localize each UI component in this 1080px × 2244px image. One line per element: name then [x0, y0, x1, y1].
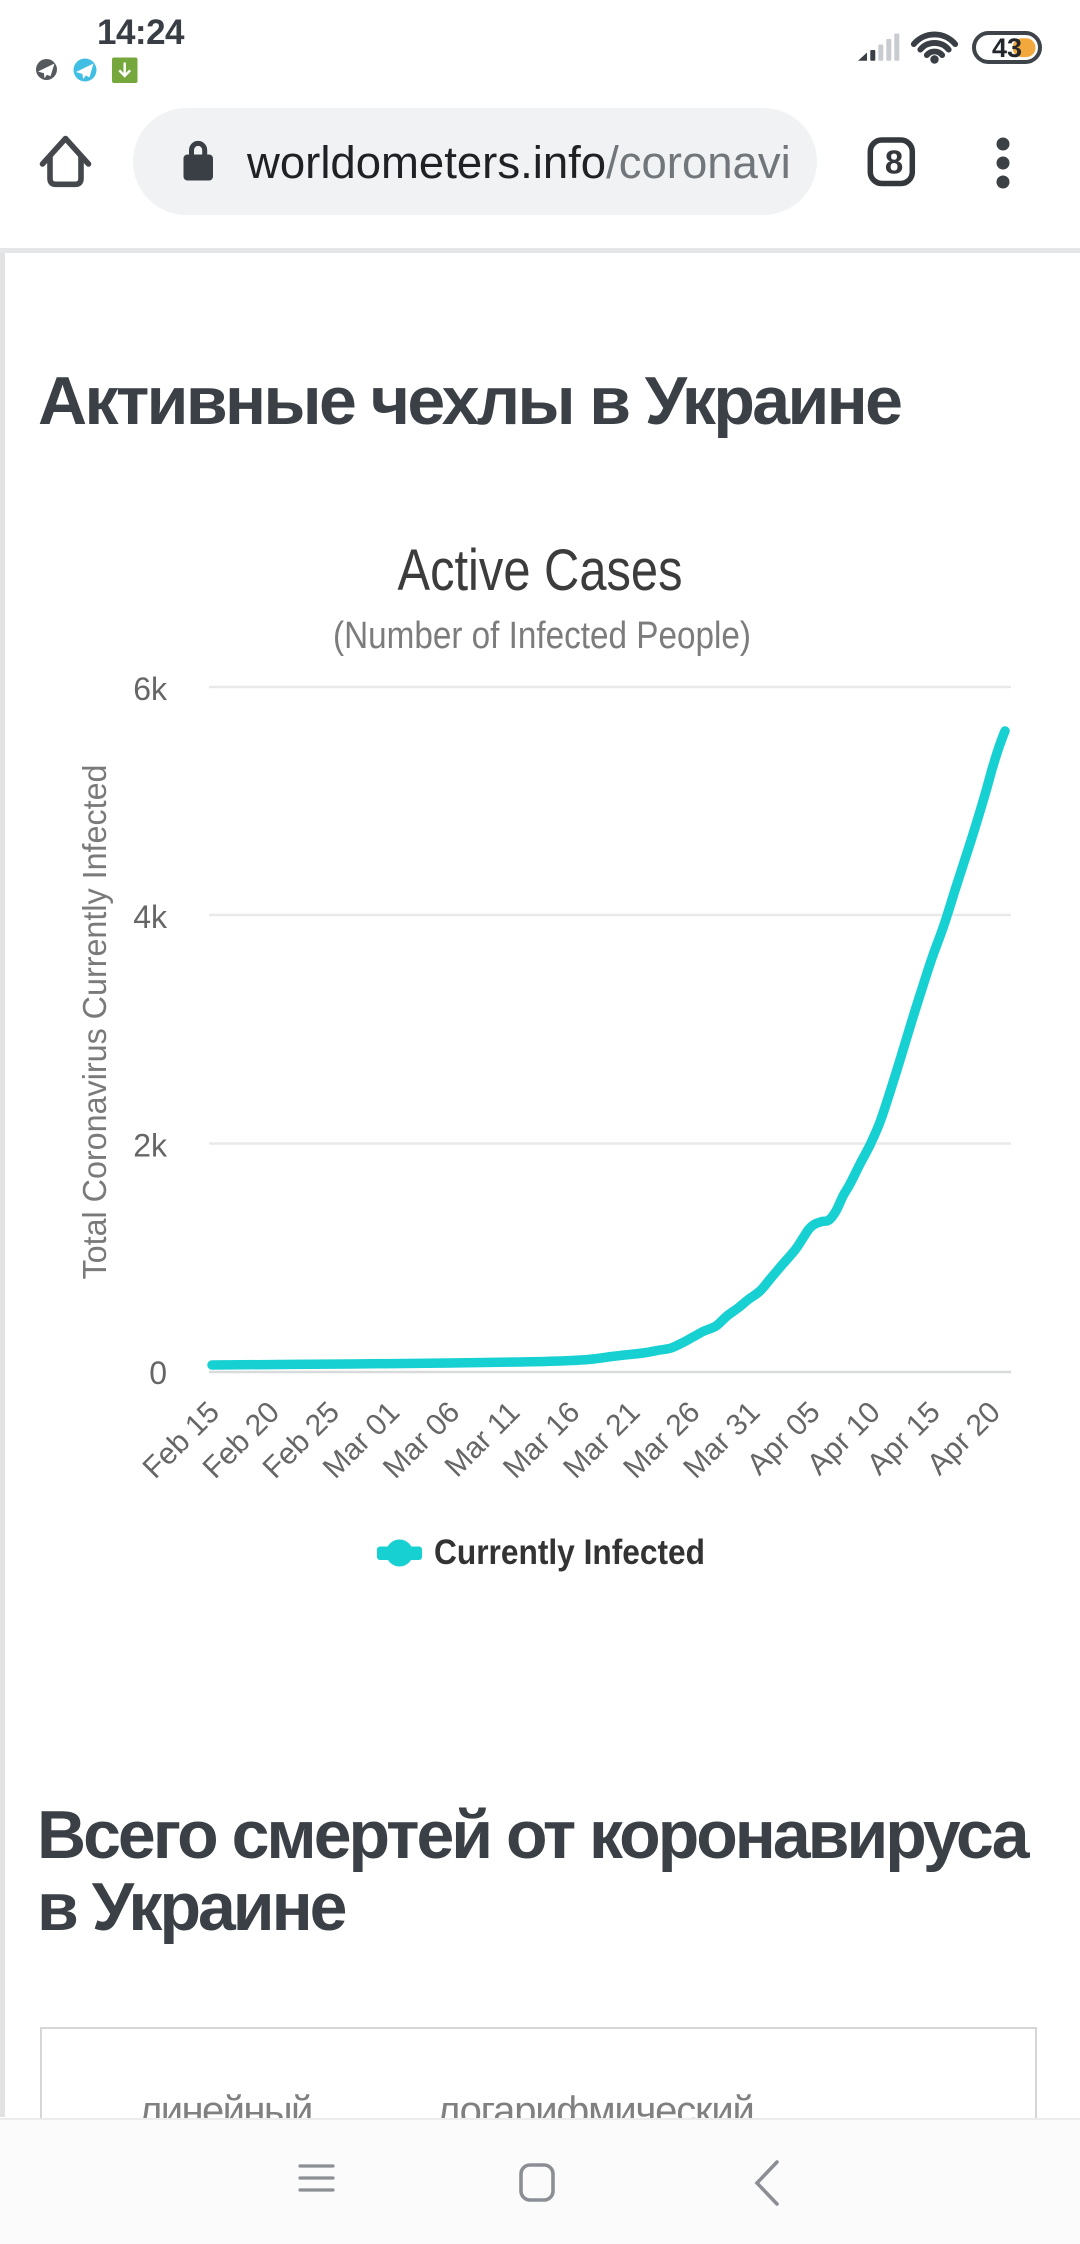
- svg-text:43: 43: [992, 33, 1022, 63]
- svg-text:0: 0: [149, 1355, 167, 1391]
- svg-text:6k: 6k: [133, 671, 168, 707]
- svg-text:Active Cases: Active Cases: [398, 538, 683, 603]
- svg-text:8: 8: [885, 144, 903, 181]
- svg-text:4k: 4k: [133, 899, 168, 935]
- svg-text:Currently Infected: Currently Infected: [434, 1533, 705, 1572]
- svg-text:worldometers.info/coronavi: worldometers.info/coronavi: [246, 137, 791, 188]
- svg-text:(Number of Infected People): (Number of Infected People): [333, 615, 751, 657]
- svg-text:2k: 2k: [133, 1128, 168, 1164]
- svg-text:Total Coronavirus Currently In: Total Coronavirus Currently Infected: [76, 765, 113, 1280]
